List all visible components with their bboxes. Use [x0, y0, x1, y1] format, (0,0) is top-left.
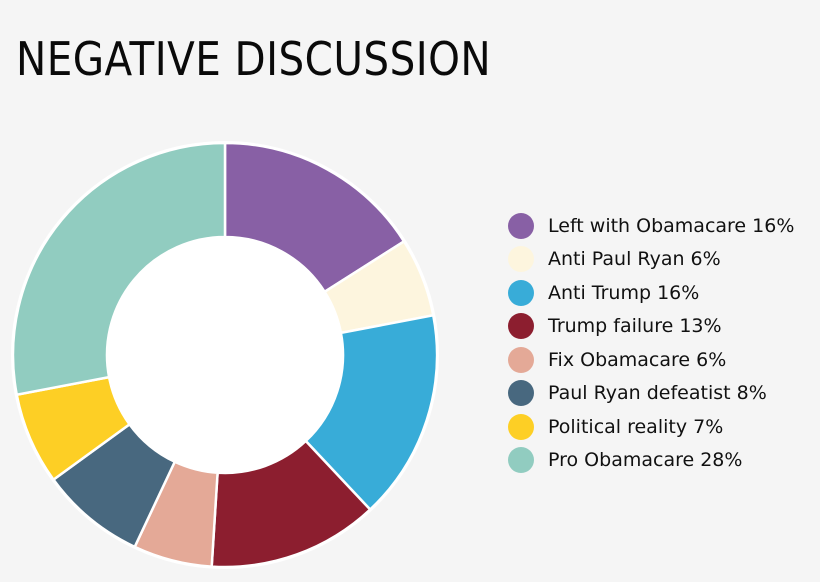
legend-label: Paul Ryan defeatist 8% — [548, 382, 767, 405]
legend-item: Fix Obamacare 6% — [508, 343, 794, 377]
legend-swatch-icon — [508, 246, 534, 273]
legend-item: Anti Trump 16% — [508, 276, 794, 310]
legend-swatch-icon — [508, 212, 534, 239]
legend-item: Pro Obamacare 28% — [508, 444, 794, 478]
legend-item: Paul Ryan defeatist 8% — [508, 377, 794, 411]
legend-swatch-icon — [508, 346, 534, 373]
chart-title: NEGATIVE DISCUSSION — [16, 32, 492, 86]
legend-swatch-icon — [508, 413, 534, 440]
legend: Left with Obamacare 16% Anti Paul Ryan 6… — [508, 209, 794, 477]
donut-slice — [11, 141, 227, 397]
legend-item: Trump failure 13% — [508, 310, 794, 344]
legend-swatch-icon — [508, 279, 534, 306]
legend-item: Left with Obamacare 16% — [508, 209, 794, 243]
legend-label: Anti Paul Ryan 6% — [548, 248, 721, 271]
legend-label: Pro Obamacare 28% — [548, 449, 743, 472]
donut-hole — [108, 238, 342, 472]
legend-item: Political reality 7% — [508, 410, 794, 444]
donut-outline — [11, 141, 439, 569]
legend-label: Left with Obamacare 16% — [548, 214, 795, 237]
donut-chart — [11, 141, 439, 569]
legend-label: Trump failure 13% — [548, 315, 722, 338]
legend-swatch-icon — [508, 380, 534, 407]
legend-label: Fix Obamacare 6% — [548, 348, 727, 371]
legend-label: Political reality 7% — [548, 415, 724, 438]
legend-item: Anti Paul Ryan 6% — [508, 243, 794, 277]
legend-label: Anti Trump 16% — [548, 281, 700, 304]
legend-swatch-icon — [508, 447, 534, 474]
legend-swatch-icon — [508, 313, 534, 340]
